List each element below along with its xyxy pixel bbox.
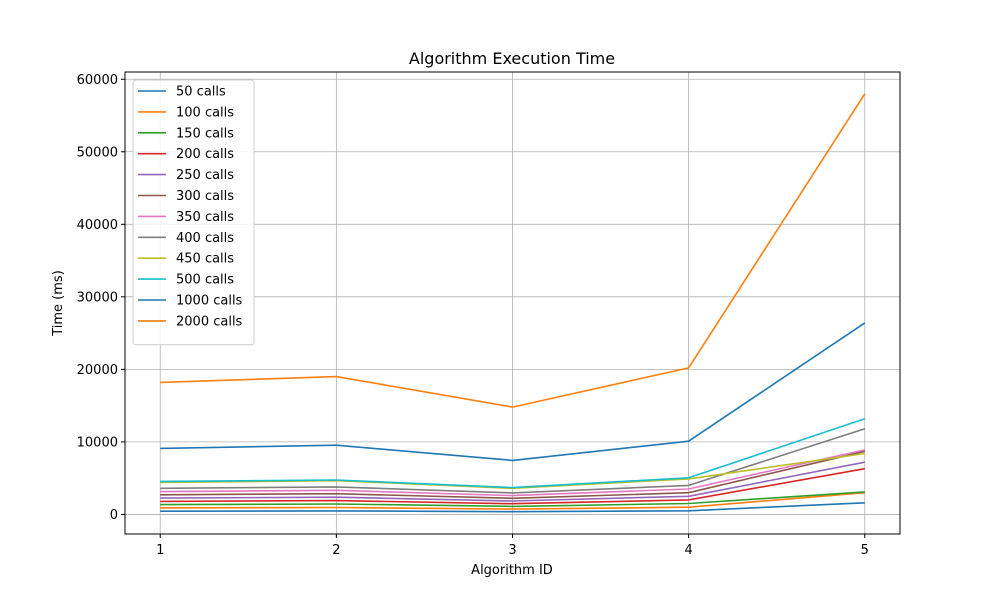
y-tick-label: 20000 <box>77 363 118 378</box>
y-tick-label: 40000 <box>77 218 118 233</box>
series-lines <box>160 93 866 513</box>
series-line <box>160 461 865 502</box>
chart-title: Algorithm Execution Time <box>409 49 615 68</box>
legend-entry: 350 calls <box>176 210 234 225</box>
legend-entry: 400 calls <box>176 231 234 246</box>
series-line <box>160 491 865 510</box>
series-line <box>160 322 866 462</box>
series-line <box>160 417 866 489</box>
series-line <box>160 428 866 494</box>
series-line <box>160 502 865 513</box>
legend-entry: 450 calls <box>176 252 234 267</box>
y-tick-label: 50000 <box>77 145 118 160</box>
series-line <box>160 491 865 508</box>
legend-entry: 2000 calls <box>176 314 243 329</box>
series-line <box>160 449 865 497</box>
x-tick-label: 2 <box>332 543 340 558</box>
legend-entry: 100 calls <box>176 105 234 120</box>
legend-entry: 300 calls <box>176 189 234 204</box>
series-line <box>160 93 866 408</box>
x-axis-ticks: 1 2 3 4 5 <box>156 534 869 558</box>
legend: 50 calls 100 calls 150 calls 200 calls 250 c… <box>132 79 255 346</box>
legend-entry: 50 calls <box>176 85 226 100</box>
y-tick-label: 60000 <box>77 73 118 88</box>
legend-entry: 1000 calls <box>176 294 243 309</box>
y-axis-ticks: 0 10000 20000 30000 40000 50000 60000 <box>77 73 125 523</box>
y-tick-label: 0 <box>110 508 118 523</box>
y-tick-label: 30000 <box>77 290 118 305</box>
legend-entry: 500 calls <box>176 273 234 288</box>
x-axis-label: Algorithm ID <box>471 563 553 578</box>
legend-entry: 250 calls <box>176 168 234 183</box>
y-axis-label: Time (ms) <box>51 270 66 337</box>
x-tick-label: 5 <box>861 543 869 558</box>
x-tick-label: 1 <box>156 543 164 558</box>
series-line <box>160 467 865 505</box>
x-tick-label: 3 <box>508 543 516 558</box>
y-tick-label: 10000 <box>77 435 118 450</box>
legend-entry: 150 calls <box>176 126 234 141</box>
legend-entry: 200 calls <box>176 147 234 162</box>
x-tick-label: 4 <box>684 543 692 558</box>
series-line <box>160 450 865 500</box>
